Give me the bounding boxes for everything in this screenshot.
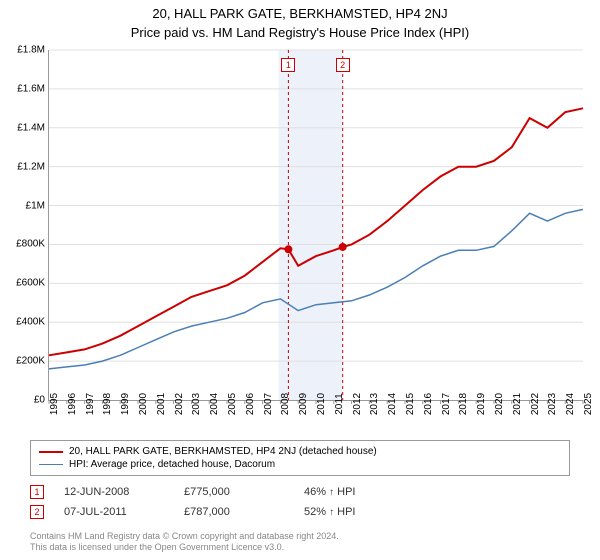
chart-svg [49, 50, 583, 400]
y-tick-label: £800K [5, 239, 45, 250]
sale-number-badge: 2 [30, 505, 44, 519]
x-tick-label: 2011 [334, 393, 345, 415]
y-tick-label: £1.2M [5, 161, 45, 172]
x-tick-label: 2024 [565, 393, 576, 415]
sale-row: 2 07-JUL-2011 £787,000 52% ↑ HPI [30, 502, 570, 522]
plot-area: £0£200K£400K£600K£800K£1M£1.2M£1.4M£1.6M… [48, 50, 583, 401]
x-tick-label: 2006 [245, 393, 256, 415]
chart-title: 20, HALL PARK GATE, BERKHAMSTED, HP4 2NJ [0, 0, 600, 21]
x-tick-label: 2020 [494, 393, 505, 415]
y-tick-label: £1.4M [5, 122, 45, 133]
y-tick-label: £200K [5, 356, 45, 367]
x-tick-label: 2018 [458, 393, 469, 415]
up-arrow-icon: ↑ [329, 507, 334, 518]
x-tick-label: 2014 [387, 393, 398, 415]
legend-label: HPI: Average price, detached house, Daco… [69, 459, 275, 470]
x-tick-label: 2019 [476, 393, 487, 415]
x-tick-label: 2007 [263, 393, 274, 415]
x-tick-label: 2022 [530, 393, 541, 415]
x-tick-label: 2009 [298, 393, 309, 415]
sale-row: 1 12-JUN-2008 £775,000 46% ↑ HPI [30, 482, 570, 502]
x-tick-label: 2017 [441, 393, 452, 415]
legend-item: HPI: Average price, detached house, Daco… [39, 458, 561, 471]
y-tick-label: £0 [5, 395, 45, 406]
sale-price: £775,000 [184, 486, 284, 498]
x-tick-label: 2000 [138, 393, 149, 415]
legend-swatch [39, 451, 63, 453]
x-tick-label: 2003 [191, 393, 202, 415]
x-tick-label: 2015 [405, 393, 416, 415]
chart-subtitle: Price paid vs. HM Land Registry's House … [0, 21, 600, 40]
x-tick-label: 2004 [209, 393, 220, 415]
x-tick-label: 1996 [67, 393, 78, 415]
up-arrow-icon: ↑ [329, 487, 334, 498]
y-tick-label: £400K [5, 317, 45, 328]
x-tick-label: 2023 [547, 393, 558, 415]
sale-number-badge: 1 [30, 485, 44, 499]
x-tick-label: 1997 [85, 393, 96, 415]
footer-line2: This data is licensed under the Open Gov… [30, 542, 339, 554]
x-tick-label: 2025 [583, 393, 594, 415]
legend-swatch [39, 464, 63, 466]
sale-hpi: 52% ↑ HPI [304, 506, 404, 518]
sale-date: 07-JUL-2011 [64, 506, 164, 518]
footer-attribution: Contains HM Land Registry data © Crown c… [30, 531, 339, 554]
x-tick-label: 2010 [316, 393, 327, 415]
y-tick-label: £1.8M [5, 45, 45, 56]
chart-container: 20, HALL PARK GATE, BERKHAMSTED, HP4 2NJ… [0, 0, 600, 560]
legend: 20, HALL PARK GATE, BERKHAMSTED, HP4 2NJ… [30, 440, 570, 476]
sale-hpi: 46% ↑ HPI [304, 486, 404, 498]
x-tick-label: 2002 [174, 393, 185, 415]
x-tick-label: 2016 [423, 393, 434, 415]
x-tick-label: 2001 [156, 393, 167, 415]
y-tick-label: £1M [5, 200, 45, 211]
footer-line1: Contains HM Land Registry data © Crown c… [30, 531, 339, 543]
y-tick-label: £1.6M [5, 83, 45, 94]
sales-table: 1 12-JUN-2008 £775,000 46% ↑ HPI 2 07-JUL-201… [30, 482, 570, 522]
sale-date: 12-JUN-2008 [64, 486, 164, 498]
sale-marker-1: 1 [281, 58, 295, 72]
x-tick-label: 2013 [369, 393, 380, 415]
sale-marker-2: 2 [336, 58, 350, 72]
x-tick-label: 2021 [512, 393, 523, 415]
legend-label: 20, HALL PARK GATE, BERKHAMSTED, HP4 2NJ… [69, 446, 377, 457]
x-tick-label: 1998 [102, 393, 113, 415]
x-tick-label: 2012 [352, 393, 363, 415]
x-tick-label: 1995 [49, 393, 60, 415]
x-tick-label: 2008 [280, 393, 291, 415]
y-tick-label: £600K [5, 278, 45, 289]
x-tick-label: 1999 [120, 393, 131, 415]
x-tick-label: 2005 [227, 393, 238, 415]
legend-item: 20, HALL PARK GATE, BERKHAMSTED, HP4 2NJ… [39, 445, 561, 458]
sale-price: £787,000 [184, 506, 284, 518]
